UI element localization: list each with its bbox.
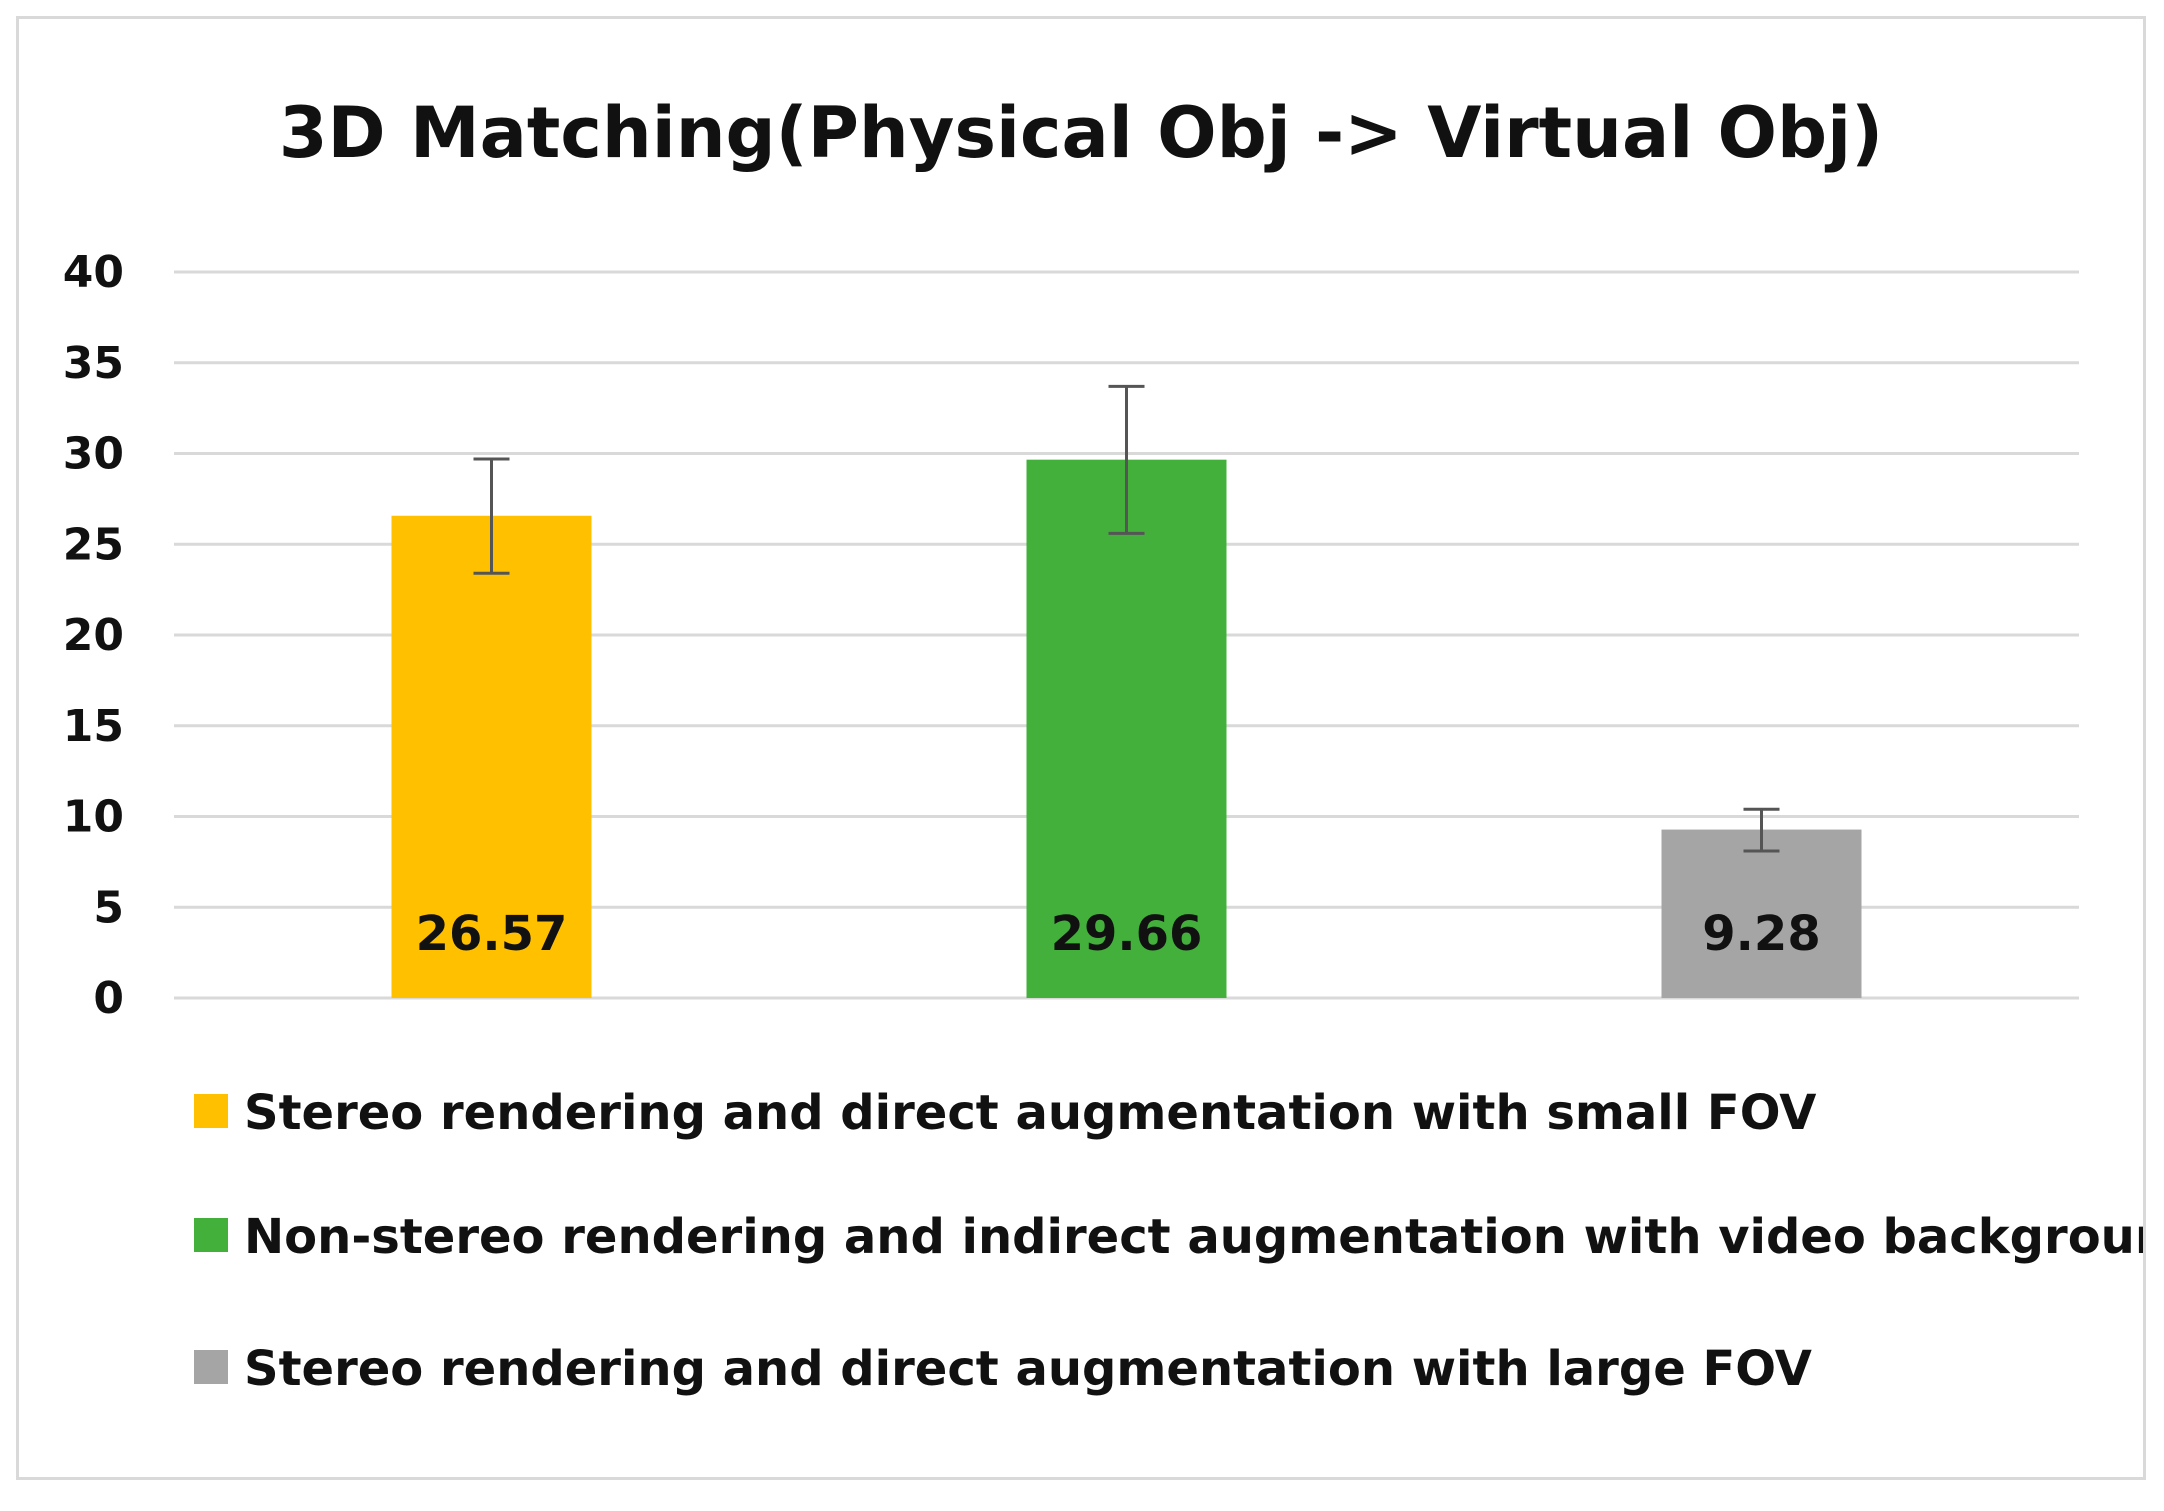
data-label: 9.28 <box>1702 906 1820 962</box>
legend-label: Stereo rendering and direct augmentation… <box>244 1085 1816 1141</box>
y-tick-label: 25 <box>63 519 124 570</box>
data-label: 26.57 <box>416 906 568 962</box>
y-axis-ticks: 0 5 10 15 20 25 30 35 40 <box>63 247 124 1024</box>
chart-title: 3D Matching(Physical Obj -> Virtual Obj) <box>279 92 1883 174</box>
legend: Stereo rendering and direct augmentation… <box>194 1085 2143 1397</box>
y-tick-label: 35 <box>63 338 124 389</box>
legend-swatch <box>194 1218 228 1252</box>
data-labels: 26.57 29.66 9.28 <box>416 906 1821 962</box>
y-tick-label: 40 <box>63 247 124 298</box>
bar <box>1661 829 1862 998</box>
data-label: 29.66 <box>1051 906 1203 962</box>
bar <box>1026 459 1227 998</box>
y-tick-label: 20 <box>63 610 124 661</box>
y-tick-label: 15 <box>63 701 124 752</box>
legend-swatch <box>194 1094 228 1128</box>
y-tick-label: 10 <box>63 792 124 843</box>
y-tick-label: 5 <box>93 882 124 933</box>
bars <box>391 459 1862 998</box>
legend-swatch <box>194 1350 228 1384</box>
legend-label: Non-stereo rendering and indirect augmen… <box>244 1209 2143 1265</box>
y-tick-label: 0 <box>93 973 124 1024</box>
error-bars <box>473 384 1780 853</box>
bar-chart: 3D Matching(Physical Obj -> Virtual Obj)… <box>63 92 2143 1397</box>
chart-frame: 3D Matching(Physical Obj -> Virtual Obj)… <box>16 16 2146 1480</box>
legend-label: Stereo rendering and direct augmentation… <box>244 1341 1812 1397</box>
bar <box>391 515 592 998</box>
y-tick-label: 30 <box>63 429 124 480</box>
